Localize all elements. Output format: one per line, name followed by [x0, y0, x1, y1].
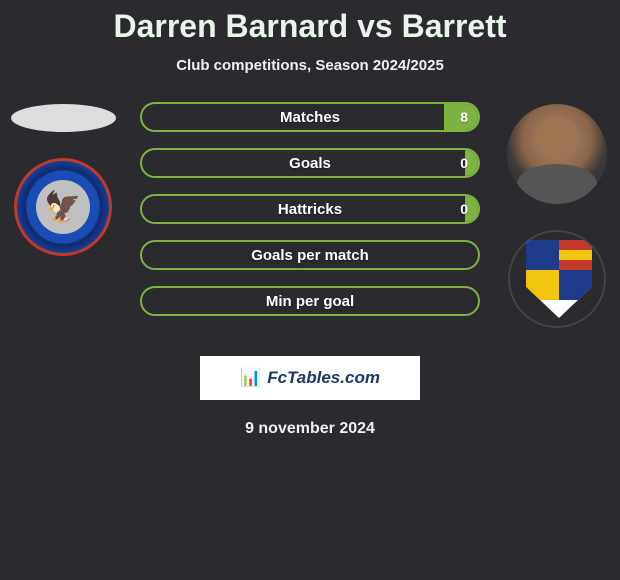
snapshot-date: 9 november 2024 [0, 420, 620, 438]
stat-label: Hattricks [142, 201, 478, 218]
brand-text: FcTables.com [267, 368, 380, 388]
stat-label: Goals per match [142, 247, 478, 264]
stat-row-min-per-goal: Min per goal [140, 286, 480, 316]
page-title: Darren Barnard vs Barrett [0, 0, 620, 45]
right-player-column [502, 102, 612, 328]
stat-label: Matches [142, 109, 478, 126]
left-player-silhouette [11, 104, 116, 132]
stat-bars: Matches 8 Goals 0 Hattricks 0 Goals per … [140, 102, 480, 332]
left-club-badge: 🦅 [14, 158, 112, 256]
left-player-column: 🦅 [8, 102, 118, 256]
right-club-badge [508, 230, 606, 328]
brand-box[interactable]: 📊 FcTables.com [200, 356, 420, 400]
stat-label: Goals [142, 155, 478, 172]
stat-row-goals: Goals 0 [140, 148, 480, 178]
shield-icon [526, 240, 592, 318]
stat-row-goals-per-match: Goals per match [140, 240, 480, 270]
stat-row-matches: Matches 8 [140, 102, 480, 132]
comparison-panel: 🦅 Matches 8 Goals 0 Hattricks 0 [0, 102, 620, 342]
stat-value-right: 0 [460, 155, 468, 171]
stat-row-hattricks: Hattricks 0 [140, 194, 480, 224]
right-player-photo [507, 104, 607, 204]
stat-value-right: 8 [460, 109, 468, 125]
stat-label: Min per goal [142, 293, 478, 310]
stat-value-right: 0 [460, 201, 468, 217]
subtitle: Club competitions, Season 2024/2025 [0, 57, 620, 74]
chart-icon: 📊 [240, 368, 261, 388]
phoenix-icon: 🦅 [36, 180, 90, 234]
